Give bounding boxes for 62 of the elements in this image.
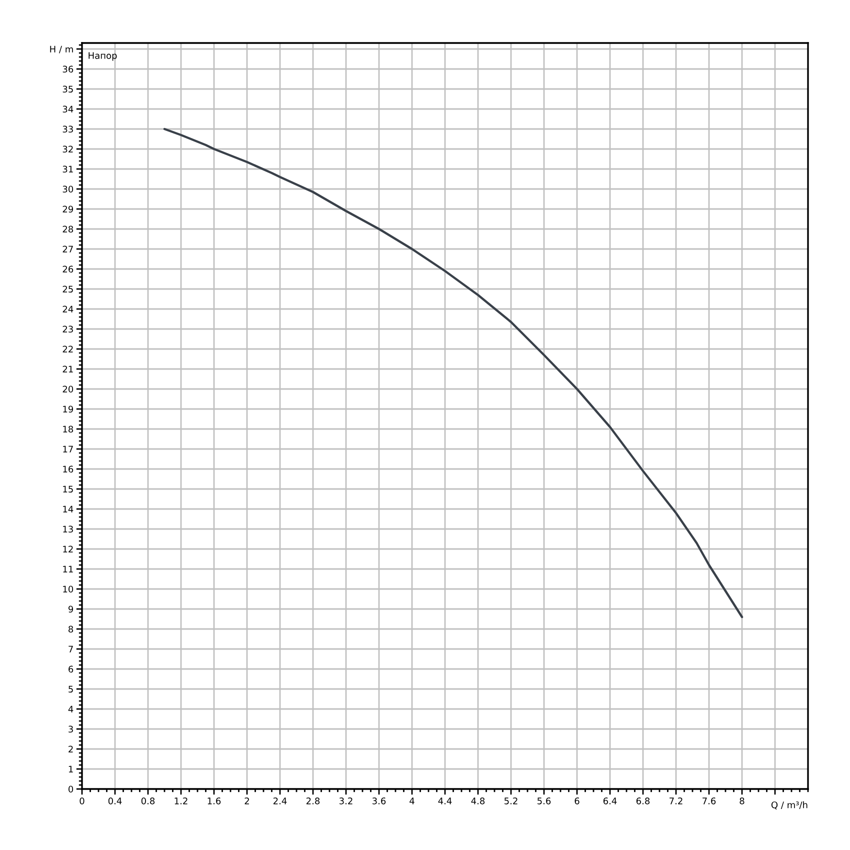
y-tick-label: 24 xyxy=(62,306,74,312)
y-tick-label: 33 xyxy=(62,126,73,133)
line-series xyxy=(163,128,744,618)
x-tick-label: 4 xyxy=(410,798,414,804)
y-tick-label: 11 xyxy=(63,566,73,572)
y-tick-label: 26 xyxy=(62,266,74,273)
x-tick-label: 3.2 xyxy=(340,797,352,804)
y-tick-label: 27 xyxy=(62,246,73,252)
y-tick-label: 3 xyxy=(68,726,73,733)
y-tick-label: 14 xyxy=(63,506,74,512)
y-tick-label: 7 xyxy=(68,646,73,652)
y-tick-label: 6 xyxy=(68,666,74,673)
y-tick-label: 0 xyxy=(68,786,74,793)
y-tick-label: 19 xyxy=(63,406,74,413)
y-tick-label: 34 xyxy=(62,106,74,113)
x-tick-label: 7.6 xyxy=(702,797,716,804)
x-tick-label: 6.4 xyxy=(603,797,617,804)
y-tick-label: 36 xyxy=(62,66,74,73)
y-tick-label: 2 xyxy=(68,746,73,752)
y-tick-label: 23 xyxy=(62,326,73,333)
y-tick-label: 1 xyxy=(68,766,73,772)
x-tick-label: 5.6 xyxy=(538,797,551,804)
y-tick-label: 30 xyxy=(62,186,74,193)
y-tick-label: 9 xyxy=(68,606,74,613)
text: Напор xyxy=(88,52,117,61)
x-tick-label: 1.6 xyxy=(208,797,221,804)
x-tick-label: 6 xyxy=(574,797,580,804)
y-tick-label: 31 xyxy=(62,166,73,173)
x-tick-label: 2.8 xyxy=(306,797,320,804)
y-axis-title: H / m xyxy=(50,46,73,54)
y-tick-label: 10 xyxy=(63,586,74,593)
y-tick-label: 28 xyxy=(62,226,74,233)
x-tick-label: 0 xyxy=(80,797,84,804)
y-tick-label: 4 xyxy=(68,706,74,712)
y-tick-label: 29 xyxy=(62,206,74,213)
y-tick-label: 15 xyxy=(63,486,73,493)
y-tick-label: 20 xyxy=(62,386,74,393)
y-tick-label: 25 xyxy=(62,286,73,293)
x-tick-label: 6.8 xyxy=(636,797,650,804)
y-tick-label: 13 xyxy=(63,526,73,533)
y-tick-label: 18 xyxy=(63,426,74,433)
y-tick-label: 21 xyxy=(62,366,73,372)
x-tick-label: 2.4 xyxy=(273,797,287,804)
x-axis-title: Q / m³/h xyxy=(771,801,808,810)
y-tick-label: 12 xyxy=(63,546,73,552)
x-tick-label: 2 xyxy=(244,797,249,804)
y-tick-label: 8 xyxy=(68,626,74,633)
x-tick-label: 4.8 xyxy=(471,797,485,804)
x-tick-label: 0.4 xyxy=(108,797,122,804)
y-tick-label: 35 xyxy=(62,86,73,93)
y-tick-label: 17 xyxy=(63,446,73,452)
x-tick-label: 1.2 xyxy=(174,797,188,804)
y-tick-label: 16 xyxy=(63,466,74,473)
x-tick-label: 5.2 xyxy=(504,797,518,804)
x-tick-label: 4.4 xyxy=(438,798,452,804)
x-tick-label: 0.8 xyxy=(141,797,155,804)
y-tick-label: 22 xyxy=(62,346,73,352)
x-tick-label: 7.2 xyxy=(670,797,682,804)
x-tick-label: 8 xyxy=(740,797,744,804)
x-tick-label: 3.6 xyxy=(372,797,386,804)
y-tick-label: 5 xyxy=(68,686,73,693)
y-tick-label: 32 xyxy=(62,146,73,153)
